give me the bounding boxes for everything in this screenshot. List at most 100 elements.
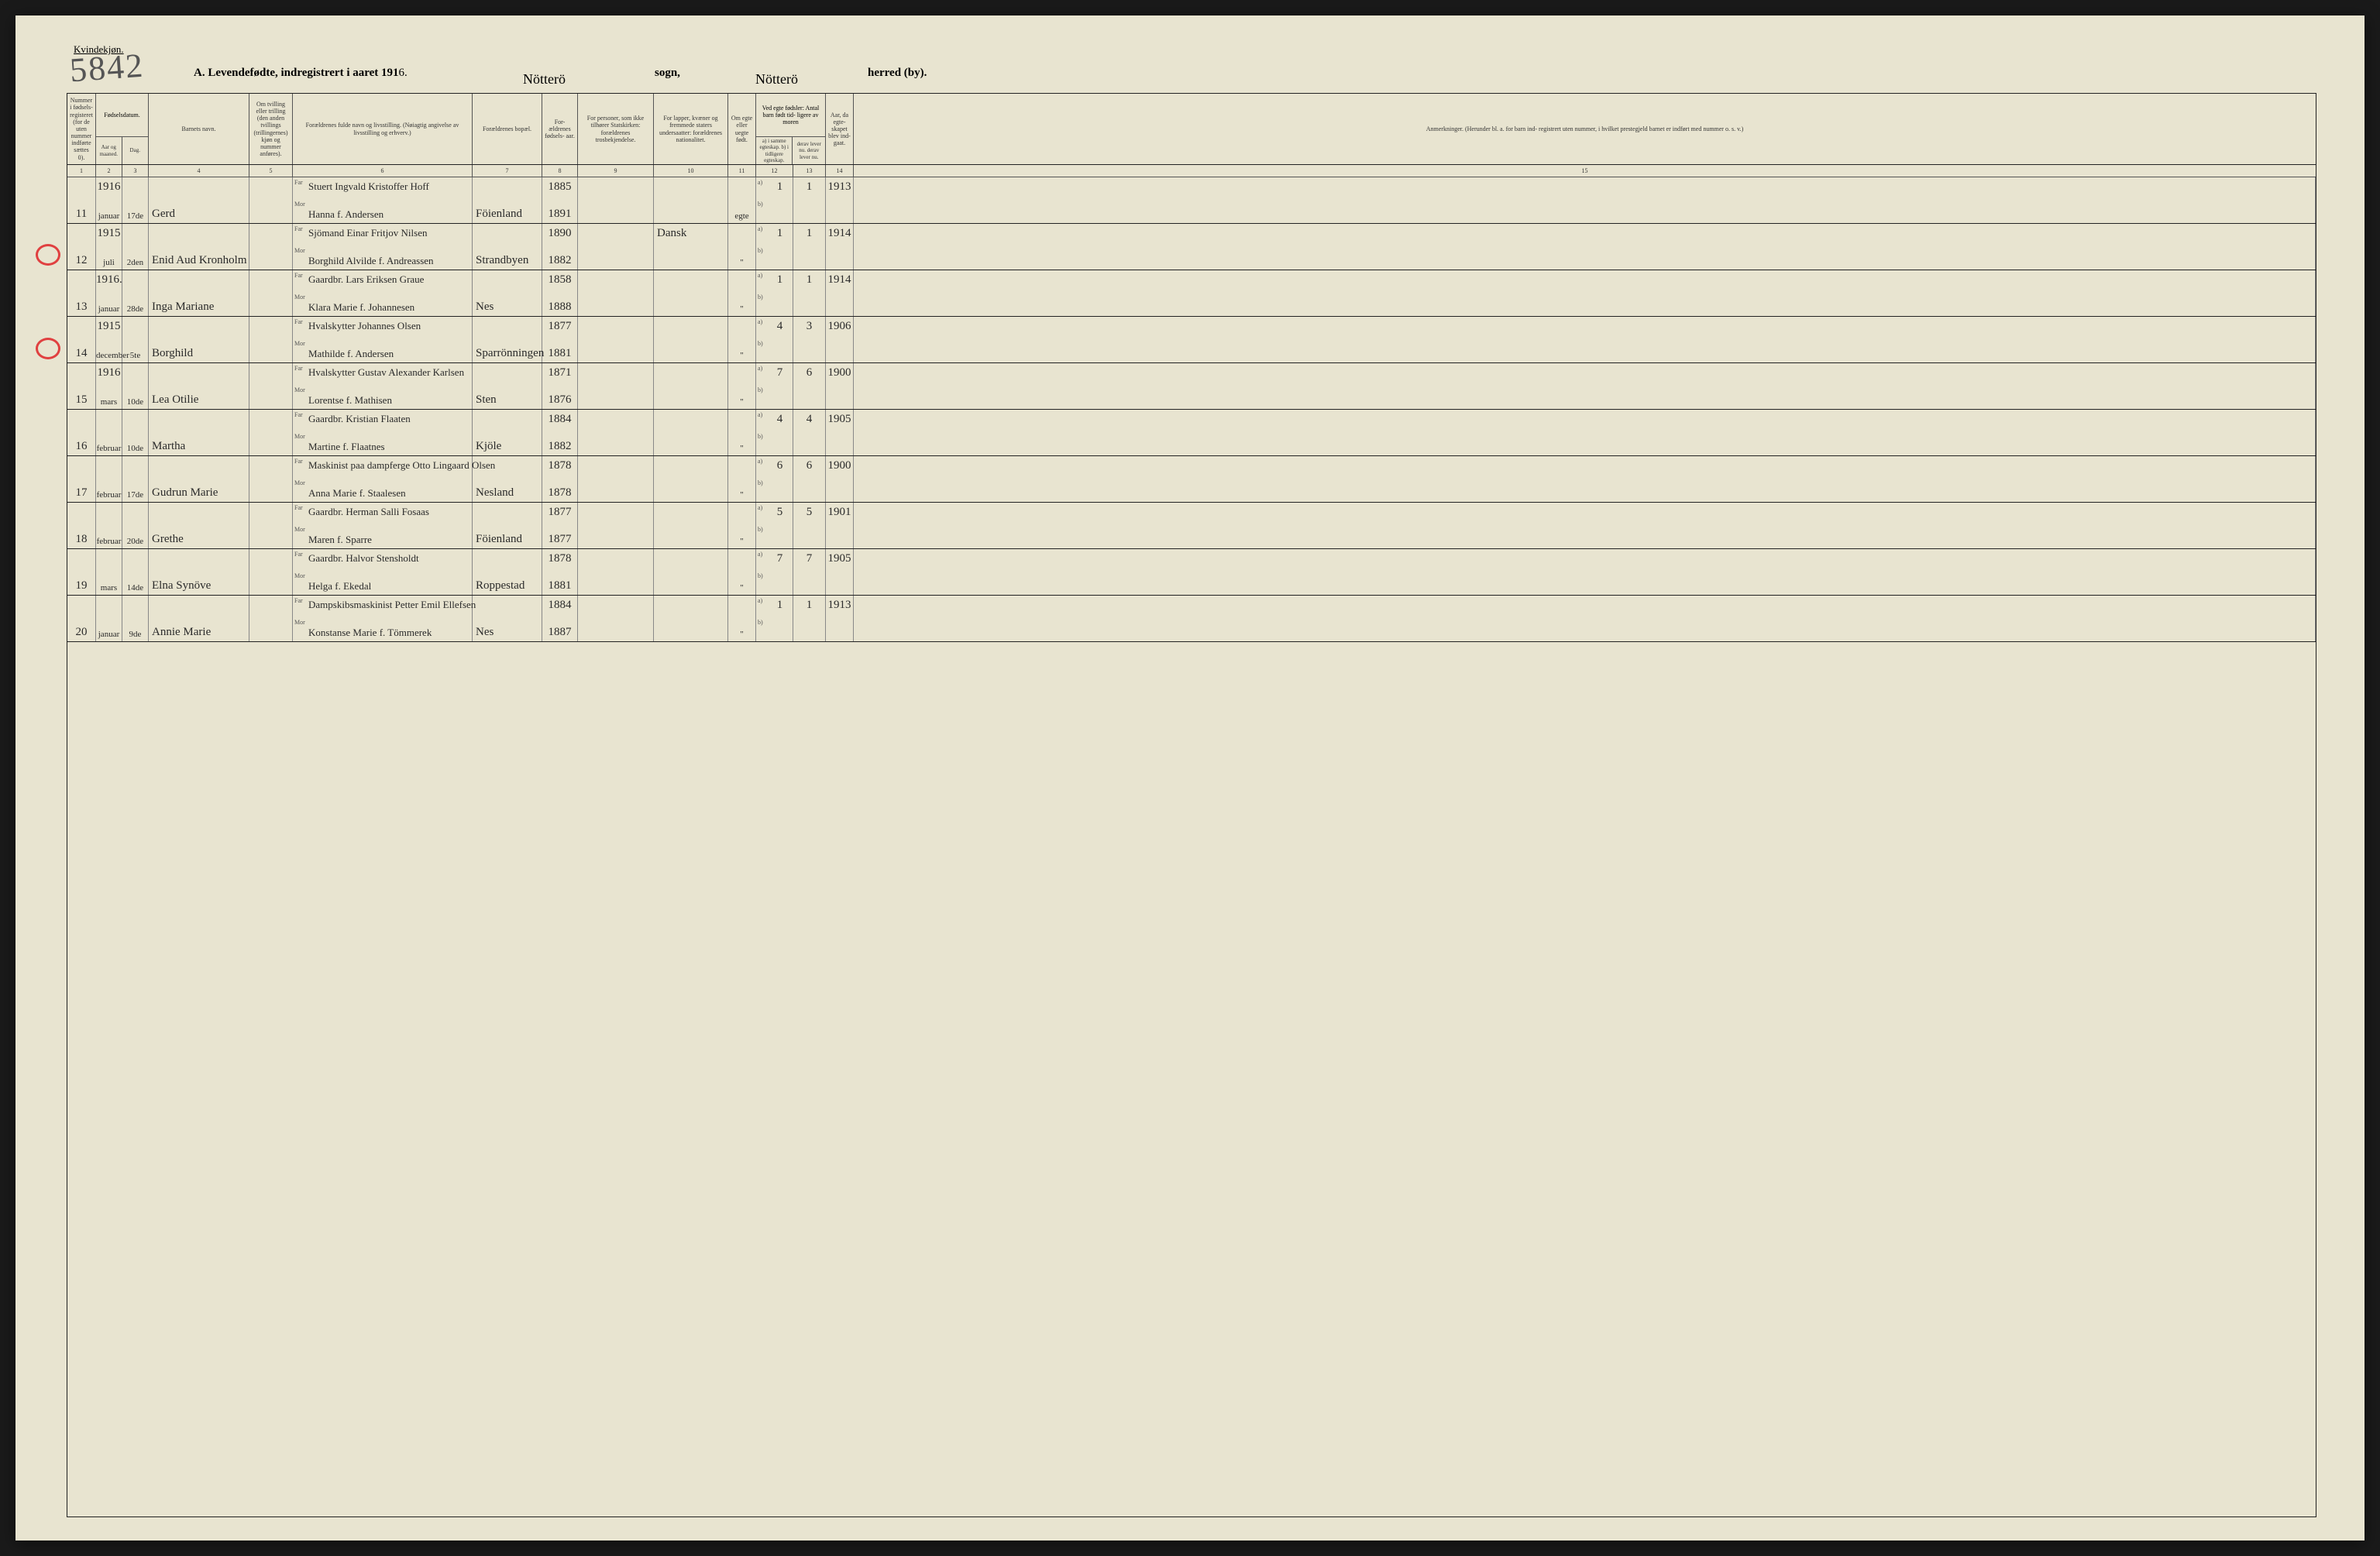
cell-child-name: Martha xyxy=(149,410,249,456)
cell-parents: Far Mor Gaardbr. Kristian Flaaten Martin… xyxy=(293,410,473,456)
cell-prior-a: a) b) 1 xyxy=(756,596,793,642)
cell-prior-living: 1 xyxy=(793,270,826,317)
cell-prior-living: 7 xyxy=(793,549,826,596)
cell-prior-a: a) b) 7 xyxy=(756,363,793,410)
cell-legitimate: " xyxy=(728,410,756,456)
cell-nationality xyxy=(654,270,728,317)
cell-num: 12 xyxy=(67,224,96,270)
table-row: 19 mars 14de Elna Synöve Far Mor Gaardbr… xyxy=(67,549,2316,596)
cell-prior-a: a) b) 6 xyxy=(756,456,793,503)
cell-num: 14 xyxy=(67,317,96,363)
cell-parent-years: 1884 1882 xyxy=(542,410,578,456)
cell-marriage-year: 1900 xyxy=(826,456,854,503)
cell-parents: Far Mor Dampskibsmaskinist Petter Emil E… xyxy=(293,596,473,642)
cell-year-month: februar xyxy=(96,503,122,549)
cell-parents: Far Mor Hvalskytter Johannes Olsen Mathi… xyxy=(293,317,473,363)
cell-prior-a: a) b) 5 xyxy=(756,503,793,549)
cell-prior-living: 4 xyxy=(793,410,826,456)
colnum: 10 xyxy=(654,165,728,177)
cell-day: 17de xyxy=(122,177,149,224)
cell-parents: Far Mor Gaardbr. Herman Salli Fosaas Mar… xyxy=(293,503,473,549)
cell-legitimate: " xyxy=(728,224,756,270)
hdr-birthyears: For- ældrenes fødsels- aar. xyxy=(542,94,578,164)
cell-parent-years: 1871 1876 xyxy=(542,363,578,410)
cell-twin xyxy=(249,549,293,596)
colnum: 6 xyxy=(293,165,473,177)
cell-num: 19 xyxy=(67,549,96,596)
cell-year-month: 1915 december xyxy=(96,317,122,363)
cell-remarks xyxy=(854,549,2316,596)
table-row: 15 1916 mars 10de Lea Otilie Far Mor Hva… xyxy=(67,363,2316,410)
hdr-nationality: For lapper, kvæner og fremmede staters u… xyxy=(654,94,728,164)
cell-parent-years: 1878 1881 xyxy=(542,549,578,596)
cell-residence: Nes xyxy=(473,270,542,317)
cell-prior-living: 3 xyxy=(793,317,826,363)
cell-marriage-year: 1914 xyxy=(826,224,854,270)
cell-num: 16 xyxy=(67,410,96,456)
cell-marriage-year: 1905 xyxy=(826,549,854,596)
cell-child-name: Elna Synöve xyxy=(149,549,249,596)
cell-residence: Föienland xyxy=(473,503,542,549)
cell-year-month: mars xyxy=(96,549,122,596)
cell-marriage-year: 1905 xyxy=(826,410,854,456)
cell-child-name: Gudrun Marie xyxy=(149,456,249,503)
table-row: 13 1916. januar 28de Inga Mariane Far Mo… xyxy=(67,270,2316,317)
hdr-twin: Om tvilling eller trilling (den anden tv… xyxy=(249,94,293,164)
cell-parent-years: 1884 1887 xyxy=(542,596,578,642)
ledger-table: Nummer i fødsels- registeret (for de ute… xyxy=(67,93,2316,1517)
cell-parents: Far Mor Gaardbr. Lars Eriksen Graue Klar… xyxy=(293,270,473,317)
cell-prior-a: a) b) 1 xyxy=(756,177,793,224)
colnum: 5 xyxy=(249,165,293,177)
cell-parent-years: 1858 1888 xyxy=(542,270,578,317)
red-mark-icon xyxy=(36,338,60,359)
cell-parent-years: 1878 1878 xyxy=(542,456,578,503)
cell-nationality xyxy=(654,363,728,410)
cell-prior-a: a) b) 1 xyxy=(756,224,793,270)
cell-legitimate: egte xyxy=(728,177,756,224)
cell-remarks xyxy=(854,224,2316,270)
hdr-date-group: Fødselsdatum. Aar og maaned. Dag. xyxy=(96,94,149,164)
cell-nationality xyxy=(654,549,728,596)
cell-parents: Far Mor Sjömand Einar Fritjov Nilsen Bor… xyxy=(293,224,473,270)
hdr-priorbirths-group: Ved egte fødsler: Antal barn født tid- l… xyxy=(756,94,826,164)
cell-parents: Far Mor Stuert Ingvald Kristoffer Hoff H… xyxy=(293,177,473,224)
cell-num: 15 xyxy=(67,363,96,410)
cell-legitimate: " xyxy=(728,270,756,317)
cell-num: 20 xyxy=(67,596,96,642)
cell-legitimate: " xyxy=(728,503,756,549)
cell-day: 9de xyxy=(122,596,149,642)
cell-nationality: Dansk xyxy=(654,224,728,270)
cell-remarks xyxy=(854,363,2316,410)
cell-faith xyxy=(578,410,654,456)
cell-num: 17 xyxy=(67,456,96,503)
cell-residence: Nesland xyxy=(473,456,542,503)
table-body: 11 1916 januar 17de Gerd Far Mor Stuert … xyxy=(67,177,2316,1516)
cell-parent-years: 1890 1882 xyxy=(542,224,578,270)
cell-day: 5te xyxy=(122,317,149,363)
cell-day: 17de xyxy=(122,456,149,503)
table-row: 20 januar 9de Annie Marie Far Mor Dampsk… xyxy=(67,596,2316,642)
cell-twin xyxy=(249,363,293,410)
cell-marriage-year: 1913 xyxy=(826,177,854,224)
cell-legitimate: " xyxy=(728,456,756,503)
cell-child-name: Inga Mariane xyxy=(149,270,249,317)
hdr-residence: Forældrenes bopæl. xyxy=(473,94,542,164)
cell-legitimate: " xyxy=(728,596,756,642)
cell-child-name: Enid Aud Kronholm xyxy=(149,224,249,270)
cell-marriage-year: 1913 xyxy=(826,596,854,642)
colnum: 7 xyxy=(473,165,542,177)
cell-marriage-year: 1901 xyxy=(826,503,854,549)
cell-twin xyxy=(249,317,293,363)
colnum: 15 xyxy=(854,165,2316,177)
cell-year-month: 1916 januar xyxy=(96,177,122,224)
cell-num: 11 xyxy=(67,177,96,224)
cell-prior-a: a) b) 4 xyxy=(756,317,793,363)
cell-remarks xyxy=(854,456,2316,503)
table-header: Nummer i fødsels- registeret (for de ute… xyxy=(67,94,2316,165)
cell-nationality xyxy=(654,177,728,224)
cell-num: 18 xyxy=(67,503,96,549)
cell-faith xyxy=(578,177,654,224)
cell-nationality xyxy=(654,456,728,503)
red-mark-icon xyxy=(36,244,60,266)
cell-remarks xyxy=(854,596,2316,642)
